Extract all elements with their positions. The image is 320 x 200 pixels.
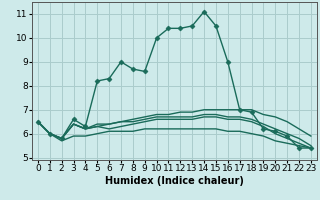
X-axis label: Humidex (Indice chaleur): Humidex (Indice chaleur) <box>105 176 244 186</box>
